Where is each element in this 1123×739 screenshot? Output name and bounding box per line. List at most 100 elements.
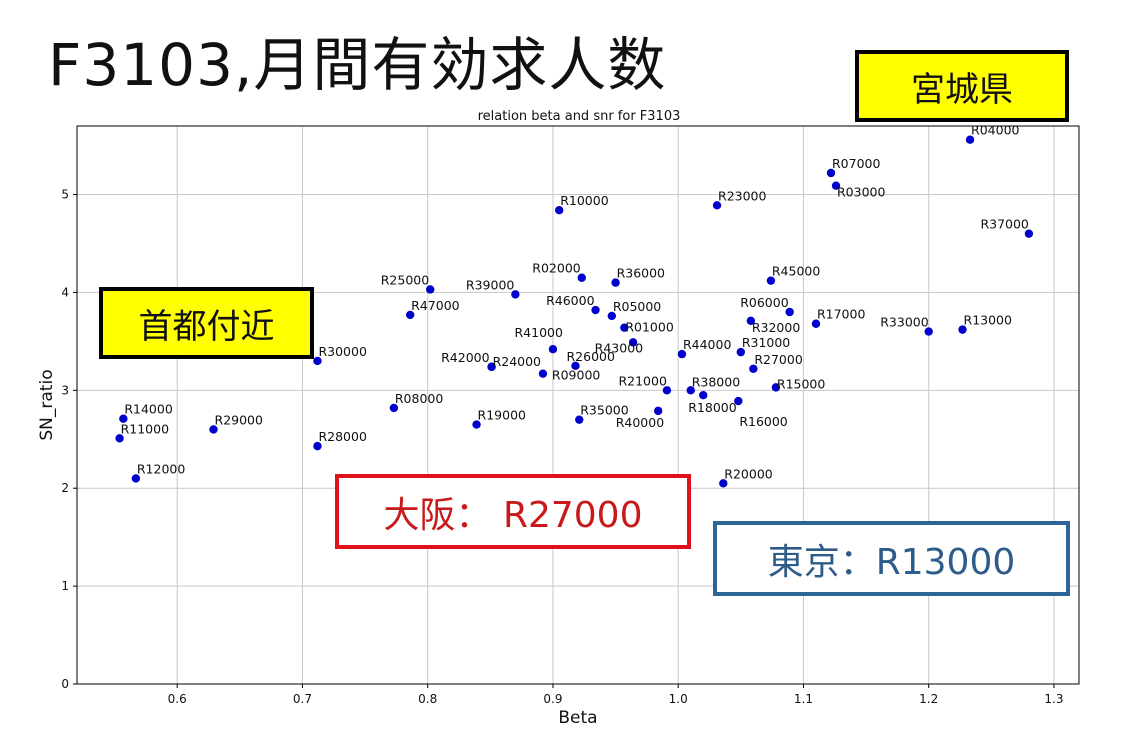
point-label-r47000: R47000 (411, 298, 459, 313)
point-label-r03000: R03000 (837, 185, 885, 200)
data-point-r33000 (924, 327, 933, 336)
data-point-r39000 (511, 290, 520, 299)
data-point-r38000 (686, 386, 695, 395)
point-label-r21000: R21000 (618, 373, 666, 388)
point-label-r29000: R29000 (215, 412, 263, 427)
grid (77, 126, 1079, 685)
point-label-r05000: R05000 (613, 299, 661, 314)
point-label-r35000: R35000 (580, 403, 628, 418)
data-point-r21000 (662, 386, 672, 395)
point-label-r04000: R04000 (971, 123, 1019, 138)
point-label-r32000: R32000 (752, 320, 800, 335)
point-label-r14000: R14000 (124, 402, 172, 417)
data-point-r41000 (548, 345, 558, 354)
point-label-r40000: R40000 (616, 415, 664, 430)
osaka-callout: 大阪： R27000 (335, 474, 691, 549)
point-label-r44000: R44000 (683, 337, 731, 352)
point-label-r08000: R08000 (395, 391, 443, 406)
y-tick-label: 3 (61, 383, 69, 397)
point-label-r10000: R10000 (560, 193, 608, 208)
data-point-r28000 (313, 441, 322, 451)
data-point-r08000 (389, 403, 399, 413)
x-tick-label: 0.7 (293, 692, 312, 706)
data-point-r01000 (620, 323, 629, 332)
point-label-r37000: R37000 (980, 217, 1028, 232)
data-point-r25000 (426, 285, 435, 294)
data-point-r14000 (119, 414, 128, 423)
x-tick-label: 0.9 (543, 692, 562, 706)
data-point-r13000 (958, 325, 967, 334)
x-tick-label: 0.8 (418, 692, 437, 706)
data-point-r04000 (965, 135, 975, 144)
x-tick-label: 1.2 (919, 692, 938, 706)
x-tick-label: 1.3 (1044, 692, 1063, 706)
data-point-r26000 (571, 361, 580, 371)
y-tick-label: 5 (61, 188, 69, 202)
data-point-r29000 (209, 425, 218, 434)
x-tick-label: 0.6 (168, 692, 187, 706)
data-point-r18000 (699, 391, 708, 400)
x-tick-label: 1.0 (669, 692, 688, 706)
data-point-r05000 (607, 311, 617, 321)
point-label-r24000: R24000 (493, 354, 541, 369)
data-point-r45000 (766, 276, 776, 285)
y-tick-label: 1 (61, 579, 69, 593)
point-label-r09000: R09000 (552, 368, 600, 383)
point-label-r11000: R11000 (121, 421, 169, 436)
data-point-r23000 (712, 201, 722, 210)
point-label-r46000: R46000 (546, 293, 594, 308)
y-tick-label: 4 (61, 285, 69, 299)
point-label-r07000: R07000 (832, 156, 880, 171)
point-label-r42000: R42000 (441, 350, 489, 365)
data-point-r03000 (831, 181, 841, 190)
data-point-r27000 (749, 364, 758, 373)
chart-title: relation beta and snr for F3103 (478, 109, 681, 124)
plot-area (76, 125, 1080, 685)
data-point-r31000 (736, 347, 746, 357)
data-point-r11000 (115, 434, 124, 443)
data-point-r30000 (313, 356, 322, 366)
point-label-r43000: R43000 (595, 340, 643, 355)
data-point-r16000 (734, 396, 743, 406)
data-point-r20000 (719, 479, 728, 488)
data-point-r46000 (591, 305, 600, 315)
data-point-r17000 (811, 319, 821, 328)
data-point-r15000 (771, 383, 781, 392)
data-point-r10000 (555, 205, 564, 215)
data-point-r02000 (577, 273, 586, 282)
data-point-r12000 (131, 474, 141, 483)
data-point-r44000 (677, 349, 687, 359)
data-point-r19000 (472, 420, 481, 429)
y-axis-label: SN_ratio (37, 369, 57, 440)
data-point-r36000 (611, 278, 620, 287)
data-point-r32000 (746, 316, 756, 326)
point-label-r45000: R45000 (772, 264, 820, 279)
data-point-r37000 (1024, 229, 1034, 238)
data-points (115, 135, 1034, 488)
data-point-r40000 (653, 406, 663, 416)
point-label-r41000: R41000 (514, 325, 562, 340)
point-label-r17000: R17000 (817, 307, 865, 322)
point-label-r06000: R06000 (740, 295, 788, 310)
data-point-r07000 (826, 168, 836, 178)
point-label-r02000: R02000 (532, 261, 580, 276)
point-label-r23000: R23000 (718, 188, 766, 203)
point-label-r13000: R13000 (964, 313, 1012, 328)
point-label-r28000: R28000 (318, 429, 366, 444)
point-label-r27000: R27000 (754, 352, 802, 367)
point-labels: R04000 R07000 R03000 R10000 R23000 R37000 R020… (121, 123, 1029, 482)
point-label-r30000: R30000 (318, 344, 366, 359)
capital-area-label: 首都付近 (99, 287, 314, 359)
data-point-r35000 (575, 415, 584, 424)
point-label-r26000: R26000 (566, 349, 614, 364)
point-label-r36000: R36000 (617, 266, 665, 281)
point-label-r38000: R38000 (692, 374, 740, 389)
data-point-r43000 (628, 338, 638, 347)
point-label-r18000: R18000 (688, 400, 736, 415)
point-label-r39000: R39000 (466, 277, 514, 292)
point-label-r15000: R15000 (777, 376, 825, 391)
data-point-r24000 (487, 362, 496, 372)
data-point-r09000 (538, 369, 548, 378)
point-label-r19000: R19000 (478, 408, 526, 423)
point-label-r01000: R01000 (625, 320, 673, 335)
